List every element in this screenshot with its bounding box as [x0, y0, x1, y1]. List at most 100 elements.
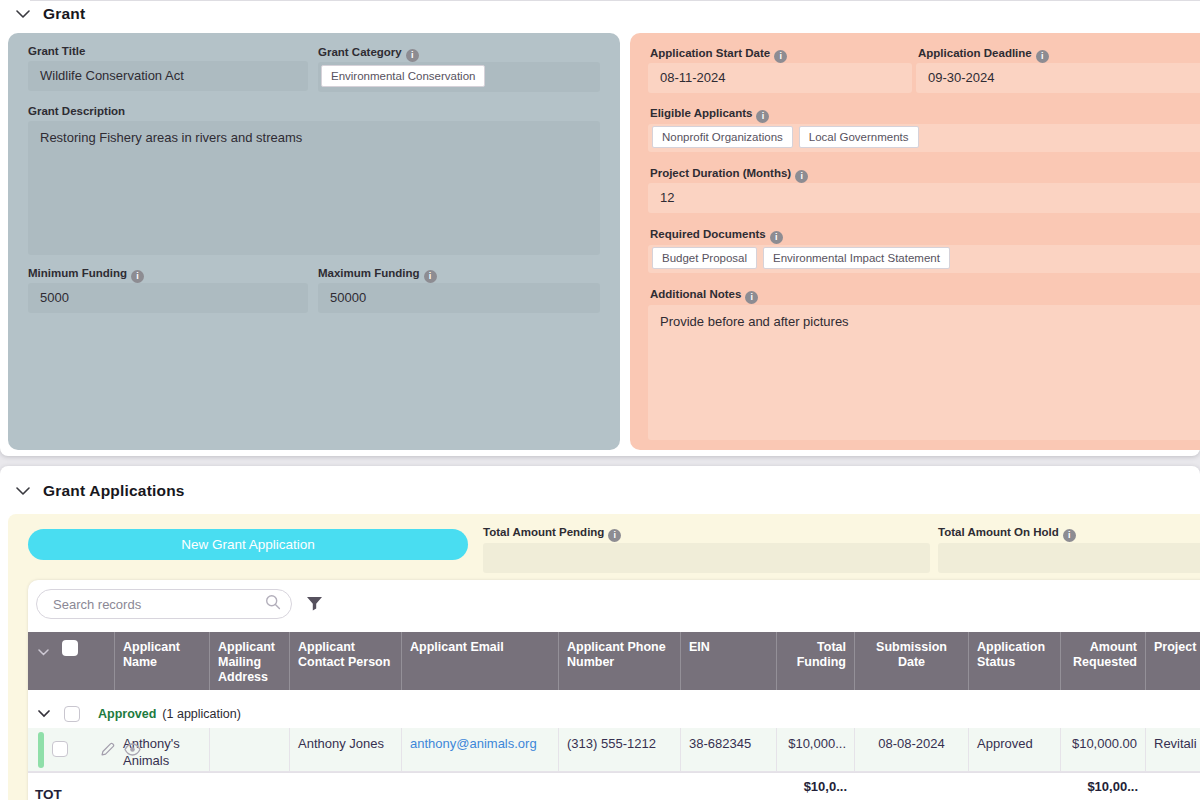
grant-details-panel: Grant Title Wildlife Conservation Act Gr…	[8, 33, 620, 450]
total-amount-pending-field[interactable]	[483, 543, 930, 573]
total-amount-on-hold-value	[938, 543, 1200, 557]
info-icon[interactable]: i	[608, 529, 621, 542]
application-start-date-label: Application Start Datei	[650, 47, 787, 63]
column-header-applicant-phone-number[interactable]: Applicant Phone Number	[559, 632, 681, 690]
row-select-checkbox[interactable]	[52, 741, 68, 757]
application-start-date-field[interactable]: 08-11-2024	[648, 63, 912, 93]
cell-applicant-phone-number: (313) 555-1212	[559, 728, 681, 771]
group-row-approved[interactable]: Approved (1 application)	[28, 700, 1200, 728]
totals-amount-requested: $10,00...	[1061, 773, 1146, 800]
column-header-applicant-email[interactable]: Applicant Email	[402, 632, 559, 690]
column-header-applicant-mailing-address[interactable]: Applicant Mailing Address	[210, 632, 290, 690]
new-grant-application-button[interactable]: New Grant Application	[28, 529, 468, 560]
chevron-down-icon[interactable]	[16, 10, 30, 18]
info-icon[interactable]: i	[131, 270, 144, 283]
cell-project: Revitali	[1146, 728, 1200, 771]
required-document-chip: Environmental Impact Statement	[763, 247, 950, 269]
info-icon[interactable]: i	[1063, 529, 1076, 542]
application-start-date-value: 08-11-2024	[648, 63, 912, 92]
applications-table-card: Applicant Name Applicant Mailing Address…	[28, 580, 1200, 800]
grant-title-field[interactable]: Wildlife Conservation Act	[28, 61, 308, 91]
info-icon[interactable]: i	[745, 291, 758, 304]
additional-notes-field[interactable]: Provide before and after pictures	[648, 305, 1200, 440]
select-all-checkbox[interactable]	[62, 640, 78, 656]
minimum-funding-field[interactable]: 5000	[28, 283, 308, 313]
required-documents-label: Required Documentsi	[650, 228, 783, 244]
info-icon[interactable]: i	[424, 270, 437, 283]
grant-applications-header: Grant Applications	[16, 482, 185, 500]
application-deadline-field[interactable]: 09-30-2024	[916, 63, 1200, 93]
grant-description-value: Restoring Fishery areas in rivers and st…	[28, 121, 600, 154]
required-document-chip: Budget Proposal	[652, 247, 757, 269]
info-icon[interactable]: i	[774, 50, 787, 63]
column-header-amount-requested[interactable]: Amount Requested	[1061, 632, 1146, 690]
maximum-funding-value: 50000	[318, 283, 600, 312]
cell-amount-requested: $10,000.00	[1061, 728, 1146, 771]
column-header-submission-date[interactable]: Submission Date	[855, 632, 969, 690]
column-header-applicant-contact-person[interactable]: Applicant Contact Person	[290, 632, 402, 690]
info-icon[interactable]: i	[795, 170, 808, 183]
group-chevron-icon[interactable]	[38, 710, 50, 718]
additional-notes-label: Additional Notesi	[650, 288, 758, 304]
collapse-all-chevron-icon[interactable]	[38, 645, 49, 660]
cell-applicant-email: anthony@animals.org	[402, 728, 559, 771]
totals-total-funding: $10,0...	[777, 773, 855, 800]
group-status-label: Approved	[98, 707, 156, 721]
search-icon[interactable]	[265, 594, 281, 614]
column-header-applicant-name[interactable]: Applicant Name	[115, 632, 210, 690]
column-header-project[interactable]: Project	[1146, 632, 1200, 690]
chevron-down-icon[interactable]	[16, 487, 30, 495]
search-input[interactable]	[51, 596, 265, 613]
cell-ein: 38-682345	[681, 728, 777, 771]
column-header-total-funding[interactable]: Total Funding	[777, 632, 855, 690]
project-duration-value: 12	[648, 183, 1200, 212]
search-records-box[interactable]	[36, 589, 292, 619]
additional-notes-value: Provide before and after pictures	[648, 305, 1200, 338]
info-icon[interactable]: i	[406, 49, 419, 62]
group-select-checkbox[interactable]	[64, 706, 80, 722]
table-row[interactable]: Anthony's Animals Anthony Jones anthony@…	[28, 728, 1200, 772]
grant-title-value: Wildlife Conservation Act	[28, 61, 308, 90]
maximum-funding-field[interactable]: 50000	[318, 283, 600, 313]
eligible-applicants-label: Eligible Applicantsi	[650, 107, 769, 123]
section-divider	[30, 0, 1200, 1]
application-deadline-label: Application Deadlinei	[918, 47, 1049, 63]
cell-submission-date: 08-08-2024	[855, 728, 969, 771]
eligible-applicant-chip: Local Governments	[799, 126, 919, 148]
edit-pencil-icon[interactable]	[100, 742, 115, 762]
section-title: Grant	[43, 5, 85, 23]
grant-description-label: Grant Description	[28, 105, 125, 117]
total-amount-pending-value	[483, 543, 930, 557]
applications-toolbar-panel: New Grant Application Total Amount Pendi…	[8, 514, 1200, 800]
column-header-ein[interactable]: EIN	[681, 632, 777, 690]
project-duration-label: Project Duration (Months)i	[650, 167, 808, 183]
cell-application-status: Approved	[969, 728, 1061, 771]
info-icon[interactable]: i	[756, 110, 769, 123]
total-amount-on-hold-field[interactable]	[938, 543, 1200, 573]
application-settings-panel: Application Start Datei 08-11-2024 Appli…	[630, 33, 1200, 450]
eligible-applicants-field[interactable]: Nonprofit Organizations Local Government…	[648, 124, 1200, 152]
row-controls-cell	[28, 728, 115, 771]
select-all-header-cell	[28, 632, 115, 690]
info-icon[interactable]: i	[1036, 50, 1049, 63]
total-amount-pending-label: Total Amount Pendingi	[483, 526, 621, 542]
email-link[interactable]: anthony@animals.org	[410, 736, 537, 751]
totals-label: TOT	[35, 786, 62, 800]
project-duration-field[interactable]: 12	[648, 183, 1200, 213]
grant-category-field[interactable]: Environmental Conservation	[318, 62, 600, 92]
grant-category-chip: Environmental Conservation	[321, 65, 485, 87]
info-icon[interactable]: i	[770, 231, 783, 244]
minimum-funding-value: 5000	[28, 283, 308, 312]
table-totals-row: TOT $10,0... $10,00...	[28, 772, 1200, 800]
grant-title-label: Grant Title	[28, 45, 85, 57]
required-documents-field[interactable]: Budget Proposal Environmental Impact Sta…	[648, 245, 1200, 273]
grant-description-field[interactable]: Restoring Fishery areas in rivers and st…	[28, 121, 600, 255]
grant-section: Grant Grant Title Wildlife Conservation …	[0, 0, 1200, 456]
group-count-label: (1 application)	[162, 707, 241, 721]
grant-category-label: Grant Categoryi	[318, 46, 419, 62]
cell-applicant-contact-person: Anthony Jones	[290, 728, 402, 771]
view-eye-icon[interactable]	[124, 743, 141, 761]
grant-section-header: Grant	[16, 5, 85, 23]
column-header-application-status[interactable]: Application Status	[969, 632, 1061, 690]
filter-icon[interactable]	[306, 596, 324, 614]
